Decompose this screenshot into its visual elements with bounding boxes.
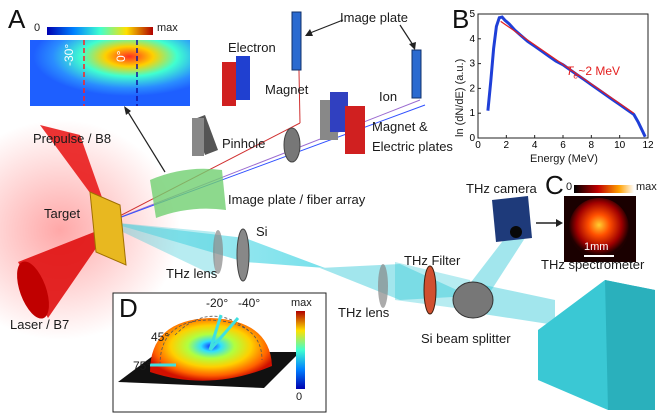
pinhole-disk: [283, 127, 301, 163]
ion-magnet-blue: [330, 92, 348, 132]
chart-x-tick-label: 0: [475, 140, 481, 151]
label-image-plate-fiber: Image plate / fiber array: [228, 192, 366, 207]
panel-label-c: C: [545, 170, 564, 200]
inset-a-angle-right: 0°: [114, 50, 128, 62]
label-si: Si: [256, 224, 268, 239]
inset-a-angle-left: -30°: [62, 43, 76, 66]
label-thz-lens-2: THz lens: [338, 305, 390, 320]
inset-a-colorbar: [47, 27, 153, 35]
chart-y-tick-label: 3: [469, 59, 475, 70]
label-si-beam-splitter: Si beam splitter: [421, 331, 511, 346]
inset-d-colorbar: [296, 311, 305, 389]
inset-d-scale-max: max: [291, 297, 312, 309]
thz-lens-2: [378, 264, 388, 308]
panel-label-b: B: [452, 4, 470, 34]
label-magnet: Magnet: [265, 82, 309, 97]
inset-c-scalebar: 1mm: [584, 241, 609, 253]
label-thz-lens-1: THz lens: [166, 266, 218, 281]
thz-filter: [423, 265, 437, 315]
target: [89, 191, 127, 266]
label-thz-camera: THz camera: [466, 181, 537, 196]
inset-c-scale-max: max: [636, 181, 657, 193]
label-thz-spectrometer: THz spectrometer: [541, 257, 645, 272]
label-magnet-electric-2: Electric plates: [372, 139, 453, 154]
label-magnet-electric-1: Magnet &: [372, 119, 428, 134]
inset-d-scale-min: 0: [296, 391, 303, 403]
inset-a: [30, 27, 190, 106]
label-image-plate: Image plate: [340, 10, 408, 25]
chart-series-spectrum: [486, 15, 647, 138]
inset-d-angle-75: 75°: [133, 359, 152, 373]
si-wafer: [236, 228, 250, 282]
chart-x-axis-label: Energy (MeV): [530, 153, 598, 165]
chart-x-tick-label: 8: [589, 140, 595, 151]
label-thz-filter: THz Filter: [404, 253, 461, 268]
thz-camera: [492, 196, 532, 242]
chart-x-tick-label: 4: [532, 140, 538, 151]
chart-plot-area: [477, 13, 649, 139]
inset-c-colorbar: [574, 185, 634, 193]
inset-c-scale-min: 0: [566, 181, 573, 193]
chart-y-tick-label: 0: [469, 133, 475, 144]
electron-image-plate: [291, 11, 302, 71]
label-ion: Ion: [379, 89, 398, 104]
inset-c: [564, 185, 636, 262]
thz-lens-1: [213, 230, 223, 274]
panel-label-a: A: [8, 4, 26, 34]
image-plate-fiber-array: [150, 168, 226, 218]
chart-annotation-symbol: T: [566, 64, 574, 78]
electron-magnet-blue: [236, 56, 250, 100]
chart-y-tick-label: 2: [469, 83, 475, 94]
label-pinhole: Pinhole: [222, 136, 266, 151]
chart-x-tick-label: 2: [504, 140, 510, 151]
ion-image-plate: [411, 49, 422, 99]
chart-annotation-value: ~2 MeV: [578, 64, 621, 78]
label-prepulse: Prepulse / B8: [33, 131, 112, 146]
inset-d-angle-45: 45°: [151, 330, 170, 344]
chart-x-tick-label: 6: [560, 140, 566, 151]
panel-label-d: D: [119, 293, 138, 323]
chart-series-fit: [500, 20, 635, 114]
chart-annotation: Te~2 MeV: [566, 64, 620, 80]
si-beam-splitter: [452, 281, 494, 319]
label-electron: Electron: [228, 40, 276, 55]
inset-d-angle-neg40: -40°: [238, 296, 261, 310]
chart-x-tick-label: 10: [614, 140, 626, 151]
chart-x-tick-label: 12: [642, 140, 654, 151]
inset-d: [112, 292, 327, 413]
inset-a-scale-min: 0: [34, 22, 41, 34]
chart-y-tick-label: 5: [469, 9, 475, 20]
electron-magnet-red: [222, 62, 236, 106]
label-laser: Laser / B7: [10, 317, 70, 332]
chart-y-tick-label: 4: [469, 34, 475, 45]
ion-magnet-red: [345, 106, 365, 154]
label-target: Target: [44, 206, 81, 221]
chart-y-axis-label: ln (dN/dE) (a.u.): [454, 58, 466, 137]
chart-annotation-sub: e: [573, 70, 579, 81]
inset-d-angle-neg20: -20°: [206, 296, 229, 310]
chart-y-tick-label: 1: [469, 108, 475, 119]
inset-a-scale-max: max: [157, 22, 178, 34]
